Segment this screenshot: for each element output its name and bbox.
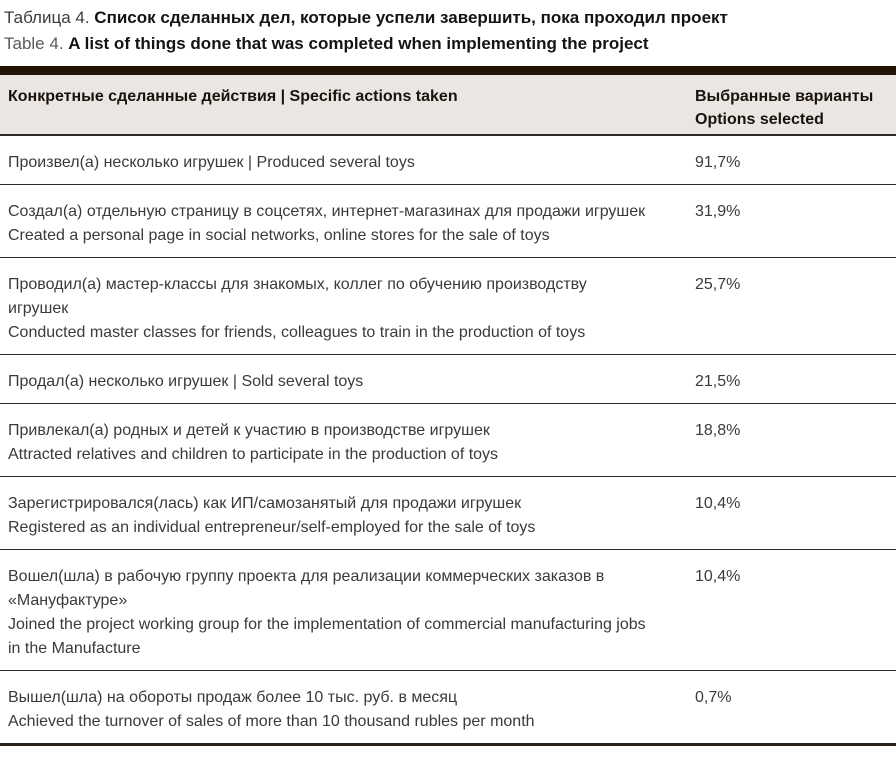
table-row: Зарегистрировался(лась) как ИП/самозанят… (0, 477, 896, 550)
caption-en-text: A list of things done that was completed… (68, 34, 649, 53)
action-cell: Привлекал(а) родных и детей к участию в … (0, 419, 695, 467)
action-cell: Проводил(а) мастер-классы для знакомых, … (0, 273, 695, 345)
percentage-cell: 21,5% (695, 373, 741, 390)
action-text-line: Продал(а) несколько игрушек | Sold sever… (8, 373, 364, 390)
percentage-cell: 0,7% (695, 689, 732, 706)
percentage-cell: 91,7% (695, 154, 741, 171)
percentage-cell: 18,8% (695, 422, 741, 439)
table-row: Произвел(а) несколько игрушек | Produced… (0, 136, 896, 185)
table-row: Продал(а) несколько игрушек | Sold sever… (0, 355, 896, 404)
table-row: Проводил(а) мастер-классы для знакомых, … (0, 258, 896, 355)
table-caption: Таблица 4. Список сделанных дел, которые… (0, 0, 896, 57)
action-cell: Продал(а) несколько игрушек | Sold sever… (0, 370, 695, 394)
caption-ru-prefix: Таблица 4. (4, 8, 90, 27)
action-cell: Вышел(шла) на обороты продаж более 10 ты… (0, 686, 695, 734)
caption-ru-text: Список сделанных дел, которые успели зав… (94, 8, 728, 27)
action-cell: Создал(а) отдельную страницу в соцсетях,… (0, 200, 695, 248)
caption-line-en: Table 4. A list of things done that was … (4, 31, 888, 57)
table-row: Вышел(шла) на обороты продаж более 10 ты… (0, 671, 896, 743)
table-row: Вошел(шла) в рабочую группу проекта для … (0, 550, 896, 671)
table-row: Привлекал(а) родных и детей к участию в … (0, 404, 896, 477)
caption-line-ru: Таблица 4. Список сделанных дел, которые… (4, 5, 888, 31)
action-text-line: Вышел(шла) на обороты продаж более 10 ты… (8, 689, 458, 706)
header-actions-column: Конкретные сделанные действия | Specific… (8, 88, 458, 105)
action-text-line: Registered as an individual entrepreneur… (8, 519, 536, 536)
action-text-line: Зарегистрировался(лась) как ИП/самозанят… (8, 495, 522, 512)
action-text-line: Вошел(шла) в рабочую группу проекта для … (8, 568, 605, 609)
action-text-line: Привлекал(а) родных и детей к участию в … (8, 422, 490, 439)
percentage-cell: 31,9% (695, 203, 741, 220)
percentage-cell: 10,4% (695, 495, 741, 512)
header-options-column: Выбранные варианты Options selected (695, 85, 896, 131)
action-cell: Произвел(а) несколько игрушек | Produced… (0, 151, 695, 175)
table-body: Произвел(а) несколько игрушек | Produced… (0, 136, 896, 743)
data-table: Конкретные сделанные действия | Specific… (0, 66, 896, 746)
action-text-line: Произвел(а) несколько игрушек | Produced… (8, 154, 415, 171)
action-text-line: Создал(а) отдельную страницу в соцсетях,… (8, 203, 646, 220)
table-header-row: Конкретные сделанные действия | Specific… (0, 75, 896, 136)
table-top-bar (0, 66, 896, 75)
action-text-line: Conducted master classes for friends, co… (8, 324, 586, 341)
caption-en-prefix: Table 4. (4, 34, 64, 53)
action-text-line: Created a personal page in social networ… (8, 227, 550, 244)
header-options-line-en: Options selected (695, 111, 824, 128)
action-cell: Вошел(шла) в рабочую группу проекта для … (0, 565, 695, 661)
percentage-cell: 10,4% (695, 568, 741, 585)
table-row: Создал(а) отдельную страницу в соцсетях,… (0, 185, 896, 258)
action-cell: Зарегистрировался(лась) как ИП/самозанят… (0, 492, 695, 540)
action-text-line: Joined the project working group for the… (8, 616, 646, 657)
header-options-line-ru: Выбранные варианты (695, 88, 874, 105)
action-text-line: Achieved the turnover of sales of more t… (8, 713, 535, 730)
action-text-line: Проводил(а) мастер-классы для знакомых, … (8, 276, 587, 317)
action-text-line: Attracted relatives and children to part… (8, 446, 499, 463)
percentage-cell: 25,7% (695, 276, 741, 293)
